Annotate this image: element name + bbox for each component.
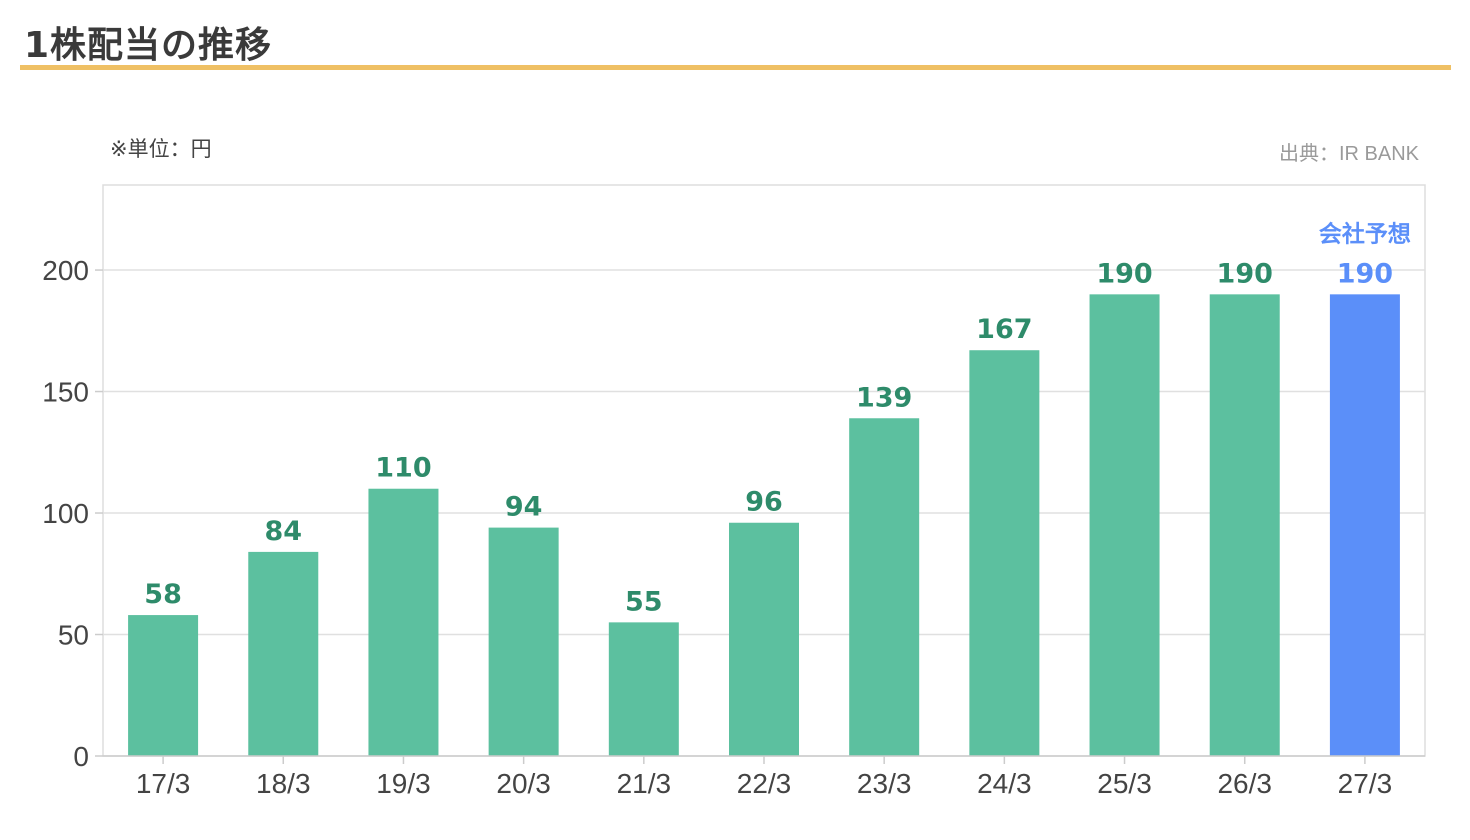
page-title: 1株配当の推移	[24, 25, 273, 66]
bar-value-label: 190	[1217, 258, 1273, 289]
bar	[608, 622, 679, 756]
bar-value-label: 58	[144, 579, 182, 610]
x-tick-label: 17/3	[136, 768, 191, 799]
x-tick-label: 27/3	[1338, 768, 1393, 799]
source-note: 出典：IR BANK	[1278, 143, 1419, 165]
bar	[849, 418, 920, 756]
y-tick-label: 0	[73, 741, 89, 772]
y-tick-label: 50	[58, 620, 89, 651]
x-tick-label: 25/3	[1097, 768, 1152, 799]
bar	[368, 488, 439, 756]
y-tick-label: 150	[42, 377, 89, 408]
bar-value-label: 84	[264, 516, 302, 547]
y-tick-label: 100	[42, 498, 89, 529]
bar-value-label: 139	[856, 382, 912, 413]
unit-note: ※単位：円	[110, 137, 212, 161]
bar-value-label: 96	[745, 487, 783, 518]
bar	[248, 551, 319, 756]
bar-value-label: 190	[1337, 258, 1393, 289]
x-tick-label: 18/3	[256, 768, 311, 799]
bar	[969, 350, 1040, 756]
forecast-annotation: 会社予想	[1319, 220, 1411, 247]
x-tick-label: 24/3	[977, 768, 1032, 799]
bar-forecast	[1329, 294, 1400, 756]
bar-value-label: 94	[505, 492, 543, 523]
bar-value-label: 55	[625, 586, 663, 617]
x-tick-label: 20/3	[496, 768, 551, 799]
x-tick-label: 23/3	[857, 768, 912, 799]
bar	[128, 615, 199, 756]
x-tick-label: 21/3	[617, 768, 672, 799]
bar-value-label: 190	[1096, 258, 1152, 289]
bar-value-label: 110	[375, 453, 431, 484]
bar	[729, 522, 799, 756]
bar-value-label: 167	[976, 314, 1032, 345]
x-tick-label: 19/3	[376, 768, 431, 799]
x-tick-label: 26/3	[1217, 768, 1272, 799]
y-tick-label: 200	[42, 255, 89, 286]
bar	[1209, 294, 1280, 756]
bar	[1089, 294, 1160, 756]
title-underline	[20, 65, 1451, 70]
bar	[488, 527, 559, 756]
x-tick-label: 22/3	[737, 768, 792, 799]
